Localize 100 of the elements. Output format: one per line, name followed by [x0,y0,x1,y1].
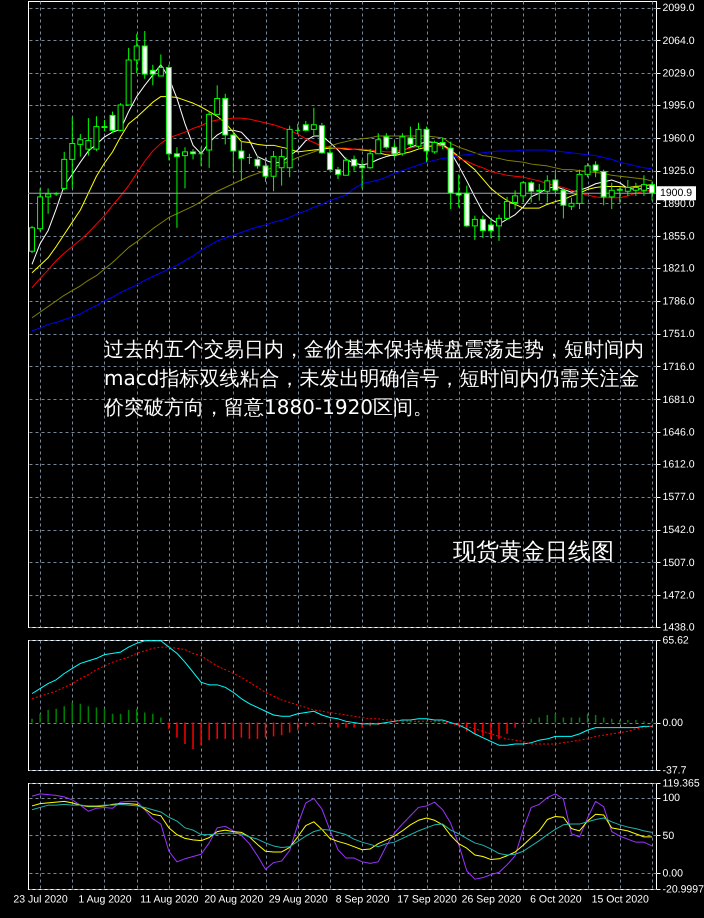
y-tick-label: 1960.0 [662,132,695,144]
candlestick [351,155,358,172]
y-tick-label: 1507.0 [662,556,695,569]
candlestick [278,148,285,186]
candlestick [528,180,534,203]
candlestick [560,188,566,219]
candlestick [424,126,430,163]
candlestick [608,182,615,210]
candlestick [294,123,301,135]
ref-line-label: 1900.9 [660,187,692,200]
candlestick [359,160,366,189]
candlestick [632,182,639,196]
y-tick-label: 1646.0 [662,426,695,439]
x-tick-label: 29 Aug 2020 [268,894,328,906]
candlestick [568,197,574,210]
candlestick [512,190,518,210]
y-tick-label: 2064.0 [662,34,695,47]
y-tick-label: 1716.0 [662,360,695,373]
candlestick [440,137,446,150]
y-tick-label: 1821.0 [662,262,695,275]
candlestick [158,54,164,76]
y-tick-label: 1890.0 [662,198,695,210]
y-tick-label: 119.365 [662,778,700,790]
x-tick-label: 26 Sep 2020 [462,894,522,906]
candlestick [182,146,188,189]
candlestick [69,116,76,189]
y-tick-label: 1855.0 [662,230,695,243]
annotation: 现货黄金日线图 [453,539,614,565]
candlestick [480,215,486,239]
candlestick [254,155,260,170]
candlestick [230,128,236,173]
candlestick [101,120,108,132]
x-tick-label: 20 Aug 2020 [204,894,264,906]
x-tick-label: 23 Jul 2020 [13,894,68,906]
candlestick [383,132,390,150]
candlestick [391,142,398,158]
candlestick [399,132,406,156]
y-tick-label: 50 [662,830,674,842]
candlestick [270,150,277,192]
candlestick [496,214,502,242]
y-tick-label: 1542.0 [662,524,695,536]
y-tick-label: 1751.0 [662,328,695,340]
candlestick [592,160,599,178]
candlestick [584,162,591,178]
candlestick [238,140,244,182]
candlestick [616,186,623,203]
y-tick-label: 1577.0 [662,491,695,504]
candlestick [310,107,317,136]
candlestick [488,218,494,239]
candlestick [407,126,414,148]
candlestick [640,174,647,196]
candlestick [472,215,478,240]
candlestick [246,153,252,165]
candlestick [302,120,309,132]
x-tick-label: 17 Sep 2020 [397,894,457,906]
y-tick-label: 65.62 [662,634,689,646]
candlestick [110,111,116,134]
candlestick [520,180,526,203]
candlestick [432,140,438,154]
y-tick-label: 100 [662,792,680,804]
candlestick [174,146,180,228]
candlestick [367,148,374,170]
y-tick-label: 2099.0 [662,2,695,14]
y-tick-label: -20.9997 [662,884,704,896]
y-tick-label: 1995.0 [662,100,695,112]
candlestick [198,146,204,166]
y-tick-label: 1472.0 [662,590,695,602]
y-tick-label: 1681.0 [662,394,695,406]
y-tick-label: 1612.0 [662,458,695,470]
candlestick [456,174,462,208]
candlestick [415,122,422,149]
x-tick-label: 8 Sep 2020 [336,894,390,906]
y-tick-label: 1925.0 [662,165,695,178]
candlestick [262,157,269,182]
y-tick-label: 2029.0 [662,68,695,80]
candlestick [343,157,350,176]
x-tick-label: 15 Oct 2020 [592,894,650,906]
candlestick [624,179,631,196]
candlestick [334,166,341,180]
annotation: 过去的五个交易日内，金价基本保持横盘震荡走势，短时间内macd指标双线粘合，未发出明确信号，短时间内仍需关注金价突破方向，留意1880-1920区间。 [104,336,644,421]
candlestick [214,84,220,115]
x-tick-label: 1 Aug 2020 [78,894,132,906]
candlestick [45,188,52,214]
y-tick-label: 1438.0 [662,622,695,634]
x-tick-label: 6 Oct 2020 [530,894,582,906]
y-tick-label: 0.00 [662,868,684,880]
y-tick-label: 1786.0 [662,295,695,308]
y-tick-label: 0.00 [662,717,684,730]
candlestick [544,174,550,203]
candlestick [375,132,382,154]
candlestick [77,134,84,158]
candlestick [134,33,140,74]
candlestick [190,148,196,160]
candlestick [552,172,558,194]
x-tick-label: 11 Aug 2020 [140,894,199,906]
candlestick [93,116,100,152]
y-tick-label: -37.7 [662,764,687,776]
candlestick [85,118,92,156]
line-series [32,793,652,880]
candlestick [326,146,333,172]
